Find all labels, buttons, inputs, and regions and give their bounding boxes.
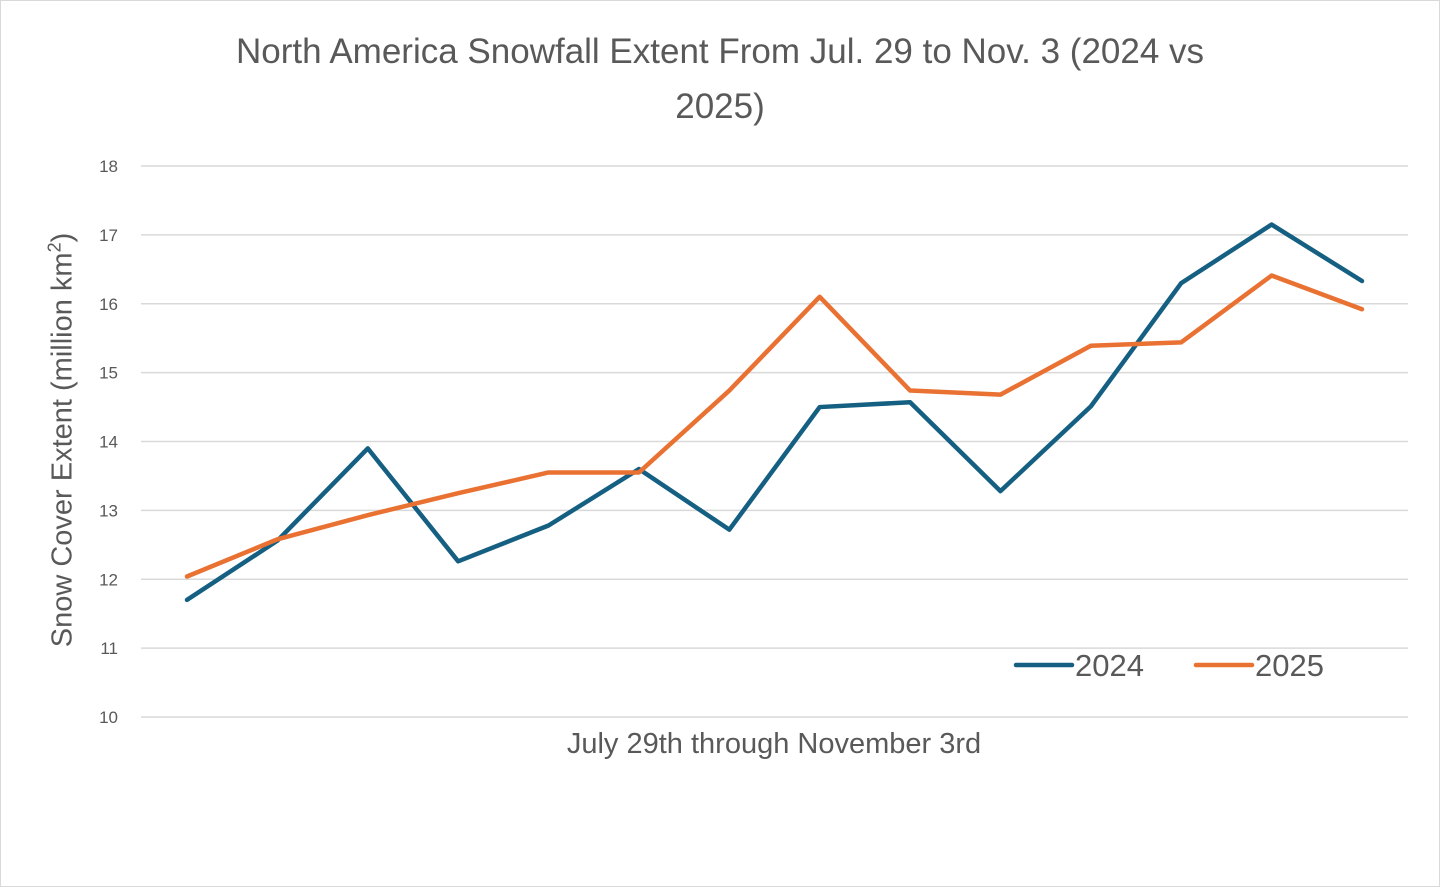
series-line-2024	[184, 222, 1365, 603]
y-tick-10: 10	[99, 708, 118, 727]
series-lines	[184, 222, 1365, 603]
chart-title-line-2: 2025)	[675, 87, 765, 126]
legend-label-2025: 2025	[1255, 648, 1324, 683]
chart-title-line-1: North America Snowfall Extent From Jul. …	[235, 32, 1205, 71]
y-tick-12: 12	[99, 570, 118, 589]
y-tick-11: 11	[100, 639, 118, 658]
y-tick-13: 13	[99, 501, 118, 520]
y-tick-17: 17	[99, 226, 118, 245]
series-line-2025	[184, 273, 1365, 579]
y-tick-16: 16	[99, 295, 118, 314]
legend: 2024 2025	[1013, 648, 1324, 683]
x-axis-label: July 29th through November 3rd	[566, 728, 982, 760]
y-tick-15: 15	[99, 364, 118, 383]
y-tick-18: 18	[99, 157, 118, 176]
gridlines	[141, 165, 1408, 718]
y-tick-labels: 10 11 12 13 14 15 16 17 18	[99, 157, 118, 727]
y-tick-14: 14	[99, 433, 118, 452]
legend-label-2024: 2024	[1075, 648, 1144, 683]
chart-title: North America Snowfall Extent From Jul. …	[150, 24, 1290, 134]
